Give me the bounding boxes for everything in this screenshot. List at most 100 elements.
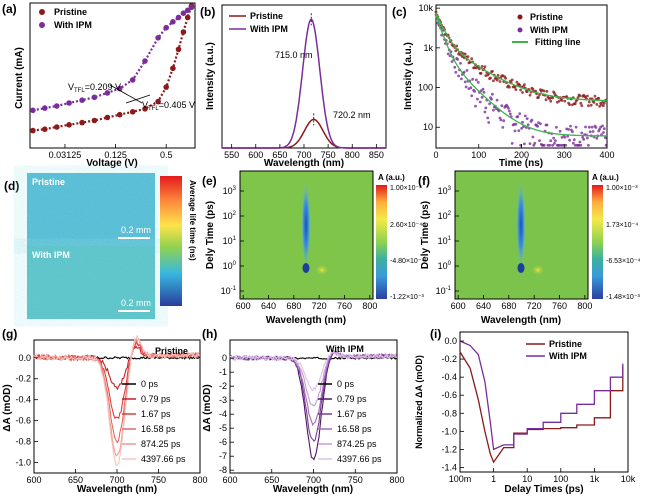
c-point-ipm	[469, 86, 473, 90]
f-xtick-label: 800	[577, 301, 592, 311]
e-xtick-label: 800	[362, 301, 377, 311]
e-warm-spot	[316, 265, 328, 275]
f-colorbar-tick-1: 1.00×10⁻³	[606, 185, 638, 192]
c-point-pristine	[592, 101, 596, 104]
c-point-ipm	[484, 106, 488, 110]
a-xtick-label: 0.125	[104, 150, 127, 160]
i-ytick-label: -1.2	[441, 444, 457, 454]
b-xtick-label: 600	[248, 150, 263, 160]
c-point-ipm	[545, 123, 549, 127]
chart-f-ylabel: Dely Time (ps)	[420, 201, 431, 269]
chart-a-fit-line-2	[125, 94, 151, 104]
c-xtick-label: 100	[471, 150, 486, 160]
c-point-ipm	[551, 143, 554, 147]
c-point-ipm	[598, 127, 601, 131]
c-xtick-label: 200	[514, 150, 529, 160]
g-series-4397-66-ps	[33, 334, 201, 467]
c-point-ipm	[463, 80, 467, 84]
c-point-ipm	[542, 143, 546, 147]
c-point-ipm	[587, 125, 591, 129]
c-point-ipm	[520, 126, 523, 130]
e-colorbar-tick-1: 1.00×10⁻³	[390, 185, 422, 192]
h-xtick-label: 800	[389, 475, 404, 485]
c-point-pristine	[470, 57, 474, 61]
c-point-pristine	[528, 93, 532, 97]
g-legend-label: 1.67 ps	[141, 409, 171, 419]
c-point-pristine	[602, 104, 605, 108]
c-point-ipm	[555, 125, 558, 129]
chart-g-xlabel: Wavelength (nm)	[77, 484, 157, 495]
f-ytick-label: 102	[438, 211, 452, 221]
chart-b-frame	[221, 4, 387, 149]
legend-i-pristine: Pristine	[549, 339, 582, 349]
c-point-ipm	[531, 135, 535, 139]
f-ytick-label: 103	[438, 186, 452, 196]
h-xtick-label: 650	[264, 475, 279, 485]
c-point-ipm	[507, 106, 510, 110]
c-point-ipm	[459, 61, 462, 65]
chart-a: 0.03125 0.125 0.5 Voltage (V) Current (mA)…	[14, 2, 196, 169]
chart-a-fit-line-1	[109, 84, 143, 104]
chart-i-xlabel: Delay Times (ps)	[504, 484, 583, 495]
f-colorbar-title: A (a.u.)	[592, 173, 619, 182]
e-xtick-label: 720	[312, 301, 327, 311]
c-point-ipm	[456, 58, 459, 61]
f-warm-spot	[532, 265, 544, 275]
e-xtick-label: 640	[261, 301, 276, 311]
chart-i: 100m 1 10 100 1k 10k 0.0 -0.2 -0.4 -0.6 -0.8 -1.0 -1…	[414, 331, 636, 495]
f-colorbar-tick-4: -1.48×10⁻³	[606, 294, 641, 301]
f-xtick-label: 680	[501, 301, 516, 311]
h-legend-label: 4397.66 ps	[337, 454, 382, 464]
c-point-ipm	[510, 142, 514, 145]
legend-c-pristine-marker	[517, 14, 523, 20]
h-legend-label: 874.25 ps	[337, 439, 377, 449]
c-point-pristine	[544, 98, 548, 102]
legend-c-ipm-marker	[517, 27, 523, 33]
legend-a-pristine: Pristine	[54, 7, 87, 17]
chart-h-ylabel: ΔA (mOD)	[202, 384, 213, 431]
c-point-pristine	[573, 102, 577, 106]
c-point-ipm	[558, 129, 562, 133]
g-ytick-label: -0.4	[15, 395, 31, 405]
c-point-ipm	[474, 104, 477, 108]
chart-a-frame	[29, 2, 196, 149]
g-legend-label: 4397.66 ps	[141, 454, 186, 464]
legend-c-fit: Fitting line	[535, 37, 581, 47]
chart-e: 600 640 680 720 760 800 10-1 100 101 102 103 Wavel…	[205, 170, 425, 326]
h-ytick-label: -5	[219, 423, 227, 433]
i-ytick-label: 0.0	[444, 336, 457, 346]
h-legend-label: 1.67 ps	[337, 409, 367, 419]
chart-a-annotation-vtfl-2: VTFL=0.405 V	[142, 100, 195, 112]
e-colorbar-title: A (a.u.)	[378, 173, 405, 182]
chart-a-ylabel: Current (mA)	[14, 47, 25, 109]
c-point-ipm	[499, 118, 503, 122]
c-point-ipm	[508, 112, 512, 116]
c-point-ipm	[591, 130, 595, 133]
h-xtick-label: 750	[348, 475, 363, 485]
c-point-pristine	[504, 76, 507, 80]
e-xtick-label: 680	[286, 301, 301, 311]
i-xtick-label: 10k	[621, 474, 636, 484]
d-label-ipm: With IPM	[32, 250, 70, 260]
c-point-ipm	[516, 115, 520, 118]
c-point-ipm	[457, 74, 460, 78]
c-point-pristine	[498, 80, 502, 83]
c-point-pristine	[586, 94, 589, 98]
e-colorbar-tick-3: -4.80×10⁻⁴	[390, 258, 425, 265]
chart-d: Pristine With IPM 0.2 mm 0.2 mm Average …	[27, 173, 197, 319]
chart-g-title: Pristine	[155, 346, 188, 356]
i-xtick-label: 100	[553, 474, 568, 484]
c-point-pristine	[489, 76, 492, 80]
c-point-ipm	[563, 135, 567, 139]
c-point-ipm	[475, 78, 478, 82]
d-colorbar	[160, 176, 182, 306]
chart-a-annotation-vtfl-1: VTFL=0.209 V	[68, 82, 121, 94]
e-colorbar	[376, 185, 387, 299]
a-xtick-label: 0.03125	[49, 150, 82, 160]
c-point-ipm	[530, 118, 534, 122]
g-ytick-label: -0.2	[15, 374, 31, 384]
f-streak-core	[517, 263, 525, 273]
c-point-ipm	[567, 127, 570, 131]
c-point-pristine	[496, 73, 500, 77]
c-point-pristine	[492, 79, 495, 83]
